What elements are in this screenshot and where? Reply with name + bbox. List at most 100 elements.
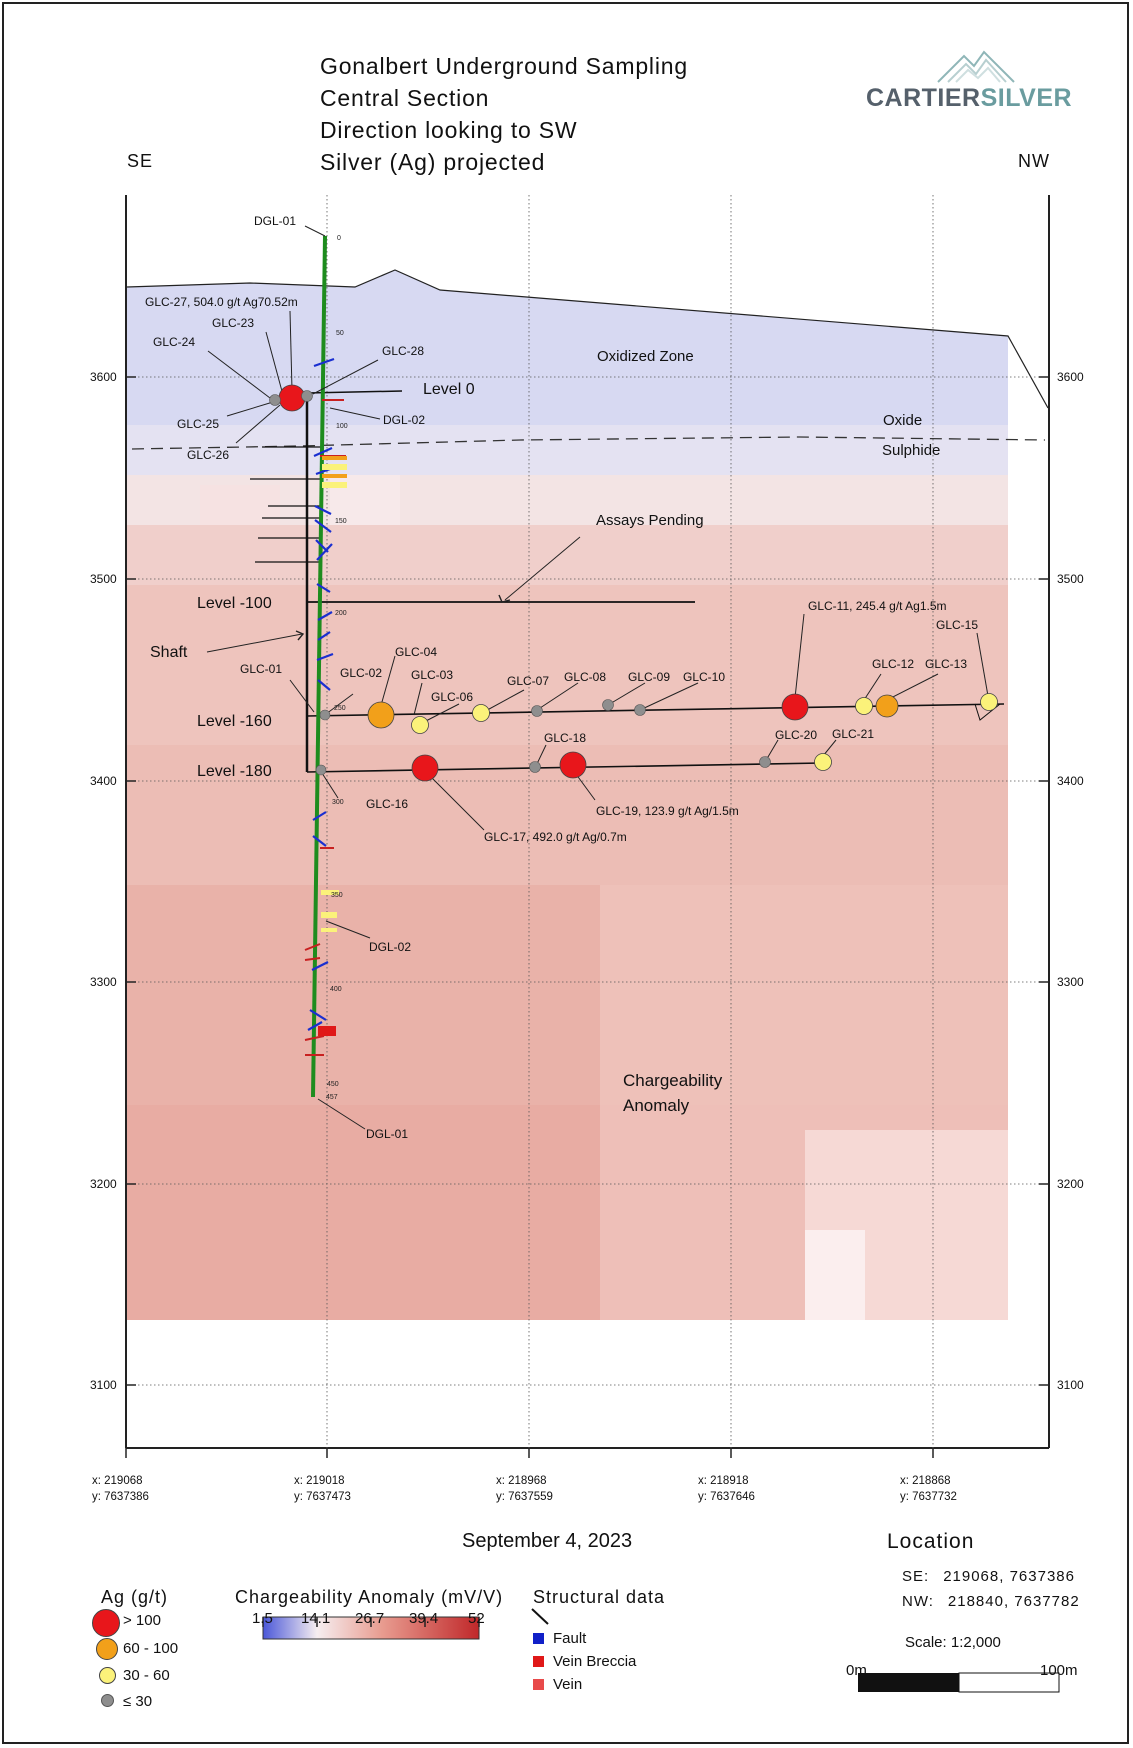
easting-y: y: 7637732 xyxy=(900,1491,957,1503)
glc02-label: GLC-02 xyxy=(340,666,382,680)
level-100-label: Level -100 xyxy=(197,595,272,612)
colorbar-ticks xyxy=(262,1617,480,1627)
chargeability-legend-title: Chargeability Anomaly (mV/V) xyxy=(235,1587,504,1607)
elev-label-right: 3300 xyxy=(1057,975,1084,989)
elev-label-left: 3200 xyxy=(90,1177,117,1191)
figure-title: Gonalbert Underground Sampling Central S… xyxy=(320,50,688,178)
vein-breccia-swatch-icon xyxy=(533,1656,544,1667)
ag-mid-icon xyxy=(96,1638,118,1660)
location-title: Location xyxy=(887,1530,975,1553)
depth-mark: 0 xyxy=(337,235,341,242)
shaft-label: Shaft xyxy=(150,644,188,661)
ag-low-icon xyxy=(99,1667,116,1684)
elev-label-right: 3200 xyxy=(1057,1177,1084,1191)
sample-glc18 xyxy=(529,761,541,773)
glc04-label: GLC-04 xyxy=(395,645,437,659)
depth-mark: 100 xyxy=(336,423,348,430)
glc24-label: GLC-24 xyxy=(153,335,195,349)
structural-symbol-icon xyxy=(531,1608,549,1625)
company-logo: CARTIERSILVER xyxy=(866,48,1086,118)
sample-glc13 xyxy=(875,694,899,718)
scale-start: 0m xyxy=(846,1662,867,1679)
scale-bar-black xyxy=(858,1673,959,1692)
easting-y: y: 7637559 xyxy=(496,1491,553,1503)
depth-mark: 200 xyxy=(335,610,347,617)
glc13-label: GLC-13 xyxy=(925,657,967,671)
chargeability-label: Chargeability xyxy=(623,1071,723,1090)
elev-label-left: 3600 xyxy=(90,370,117,384)
sample-glc28 xyxy=(301,390,313,402)
scale-end: 100m xyxy=(1040,1662,1078,1679)
ag-low-label: 30 - 60 xyxy=(123,1667,170,1684)
glc19-label: GLC-19, 123.9 g/t Ag/1.5m xyxy=(596,804,739,818)
sample-glc08 xyxy=(602,699,614,711)
glc09-label: GLC-09 xyxy=(628,670,670,684)
title-line-1: Gonalbert Underground Sampling xyxy=(320,53,688,79)
depth-mark: 250 xyxy=(334,705,346,712)
title-line-2: Central Section xyxy=(320,85,490,111)
glc15-label: GLC-15 xyxy=(936,618,978,632)
structural-legend-title: Structural data xyxy=(533,1587,666,1607)
ag-legend-title: Ag (g/t) xyxy=(101,1587,169,1607)
colorbar-tick-label: 52 xyxy=(468,1610,485,1627)
sample-glc21 xyxy=(814,753,832,771)
sample-glc01 xyxy=(319,709,331,721)
sulphide-label: Sulphide xyxy=(882,442,940,459)
sample-glc11 xyxy=(781,693,809,721)
level-180-label: Level -180 xyxy=(197,763,272,780)
elev-label-left: 3100 xyxy=(90,1378,117,1392)
glc03-label: GLC-03 xyxy=(411,668,453,682)
sample-glc06 xyxy=(472,704,490,722)
level-160-label: Level -160 xyxy=(197,713,272,730)
depth-mark: 150 xyxy=(335,518,347,525)
oxide-label: Oxide xyxy=(883,412,922,429)
easting-y: y: 7637646 xyxy=(698,1491,755,1503)
easting-y: y: 7637473 xyxy=(294,1491,351,1503)
colorbar-tick-label: 39.4 xyxy=(409,1610,439,1627)
depth-mark: 350 xyxy=(331,892,343,899)
sample-glc15 xyxy=(980,693,998,711)
elev-label-left: 3400 xyxy=(90,774,117,788)
easting-x: x: 219068 xyxy=(92,1475,143,1487)
glc17-label: GLC-17, 492.0 g/t Ag/0.7m xyxy=(484,830,627,844)
colorbar-tick-label: 26.7 xyxy=(355,1610,385,1627)
title-line-4: Silver (Ag) projected xyxy=(320,149,546,175)
ag-mid-label: 60 - 100 xyxy=(123,1640,179,1657)
easting-x: x: 219018 xyxy=(294,1475,345,1487)
glc10-label: GLC-10 xyxy=(683,670,725,684)
sample-glc24 xyxy=(269,394,281,406)
grid-lines xyxy=(126,195,1049,1448)
direction-se: SE xyxy=(127,151,154,171)
glc06-label: GLC-06 xyxy=(431,690,473,704)
location-nw: NW: 218840, 7637782 xyxy=(902,1593,1080,1610)
glc07-label: GLC-07 xyxy=(507,674,549,688)
easting-x: x: 218918 xyxy=(698,1475,749,1487)
sample-glc19 xyxy=(559,751,587,779)
elev-label-right: 3100 xyxy=(1057,1378,1084,1392)
glc28-label: GLC-28 xyxy=(382,344,424,358)
elev-label-right: 3600 xyxy=(1057,370,1084,384)
dgl02-label: DGL-02 xyxy=(369,940,411,954)
location-se: SE: 219068, 7637386 xyxy=(902,1568,1075,1585)
elev-label-right: 3400 xyxy=(1057,774,1084,788)
glc16-label: GLC-16 xyxy=(366,797,408,811)
sample-glc20 xyxy=(759,756,771,768)
mountain-logo-icon xyxy=(937,50,1015,83)
anomaly-label: Anomaly xyxy=(623,1096,690,1115)
oxidized-zone-label: Oxidized Zone xyxy=(597,348,694,365)
fault-swatch-icon xyxy=(533,1633,544,1644)
assay-intervals xyxy=(318,456,347,1036)
easting-y: y: 7637386 xyxy=(92,1491,149,1503)
sample-glc17 xyxy=(411,754,439,782)
chargeability-model xyxy=(126,270,1008,1320)
sample-glc16 xyxy=(315,764,327,776)
dgl02-top-label: DGL-02 xyxy=(383,413,425,427)
colorbar-tick-label: 1.5 xyxy=(252,1610,273,1627)
axis-ticks xyxy=(125,376,1049,1458)
scale-bar-white xyxy=(958,1672,1060,1693)
fault-marks xyxy=(307,357,335,1031)
fault-legend-label: Fault xyxy=(553,1630,587,1647)
sample-glc12 xyxy=(855,697,873,715)
vein-legend-label: Vein xyxy=(553,1676,583,1693)
glc08-label: GLC-08 xyxy=(564,670,606,684)
